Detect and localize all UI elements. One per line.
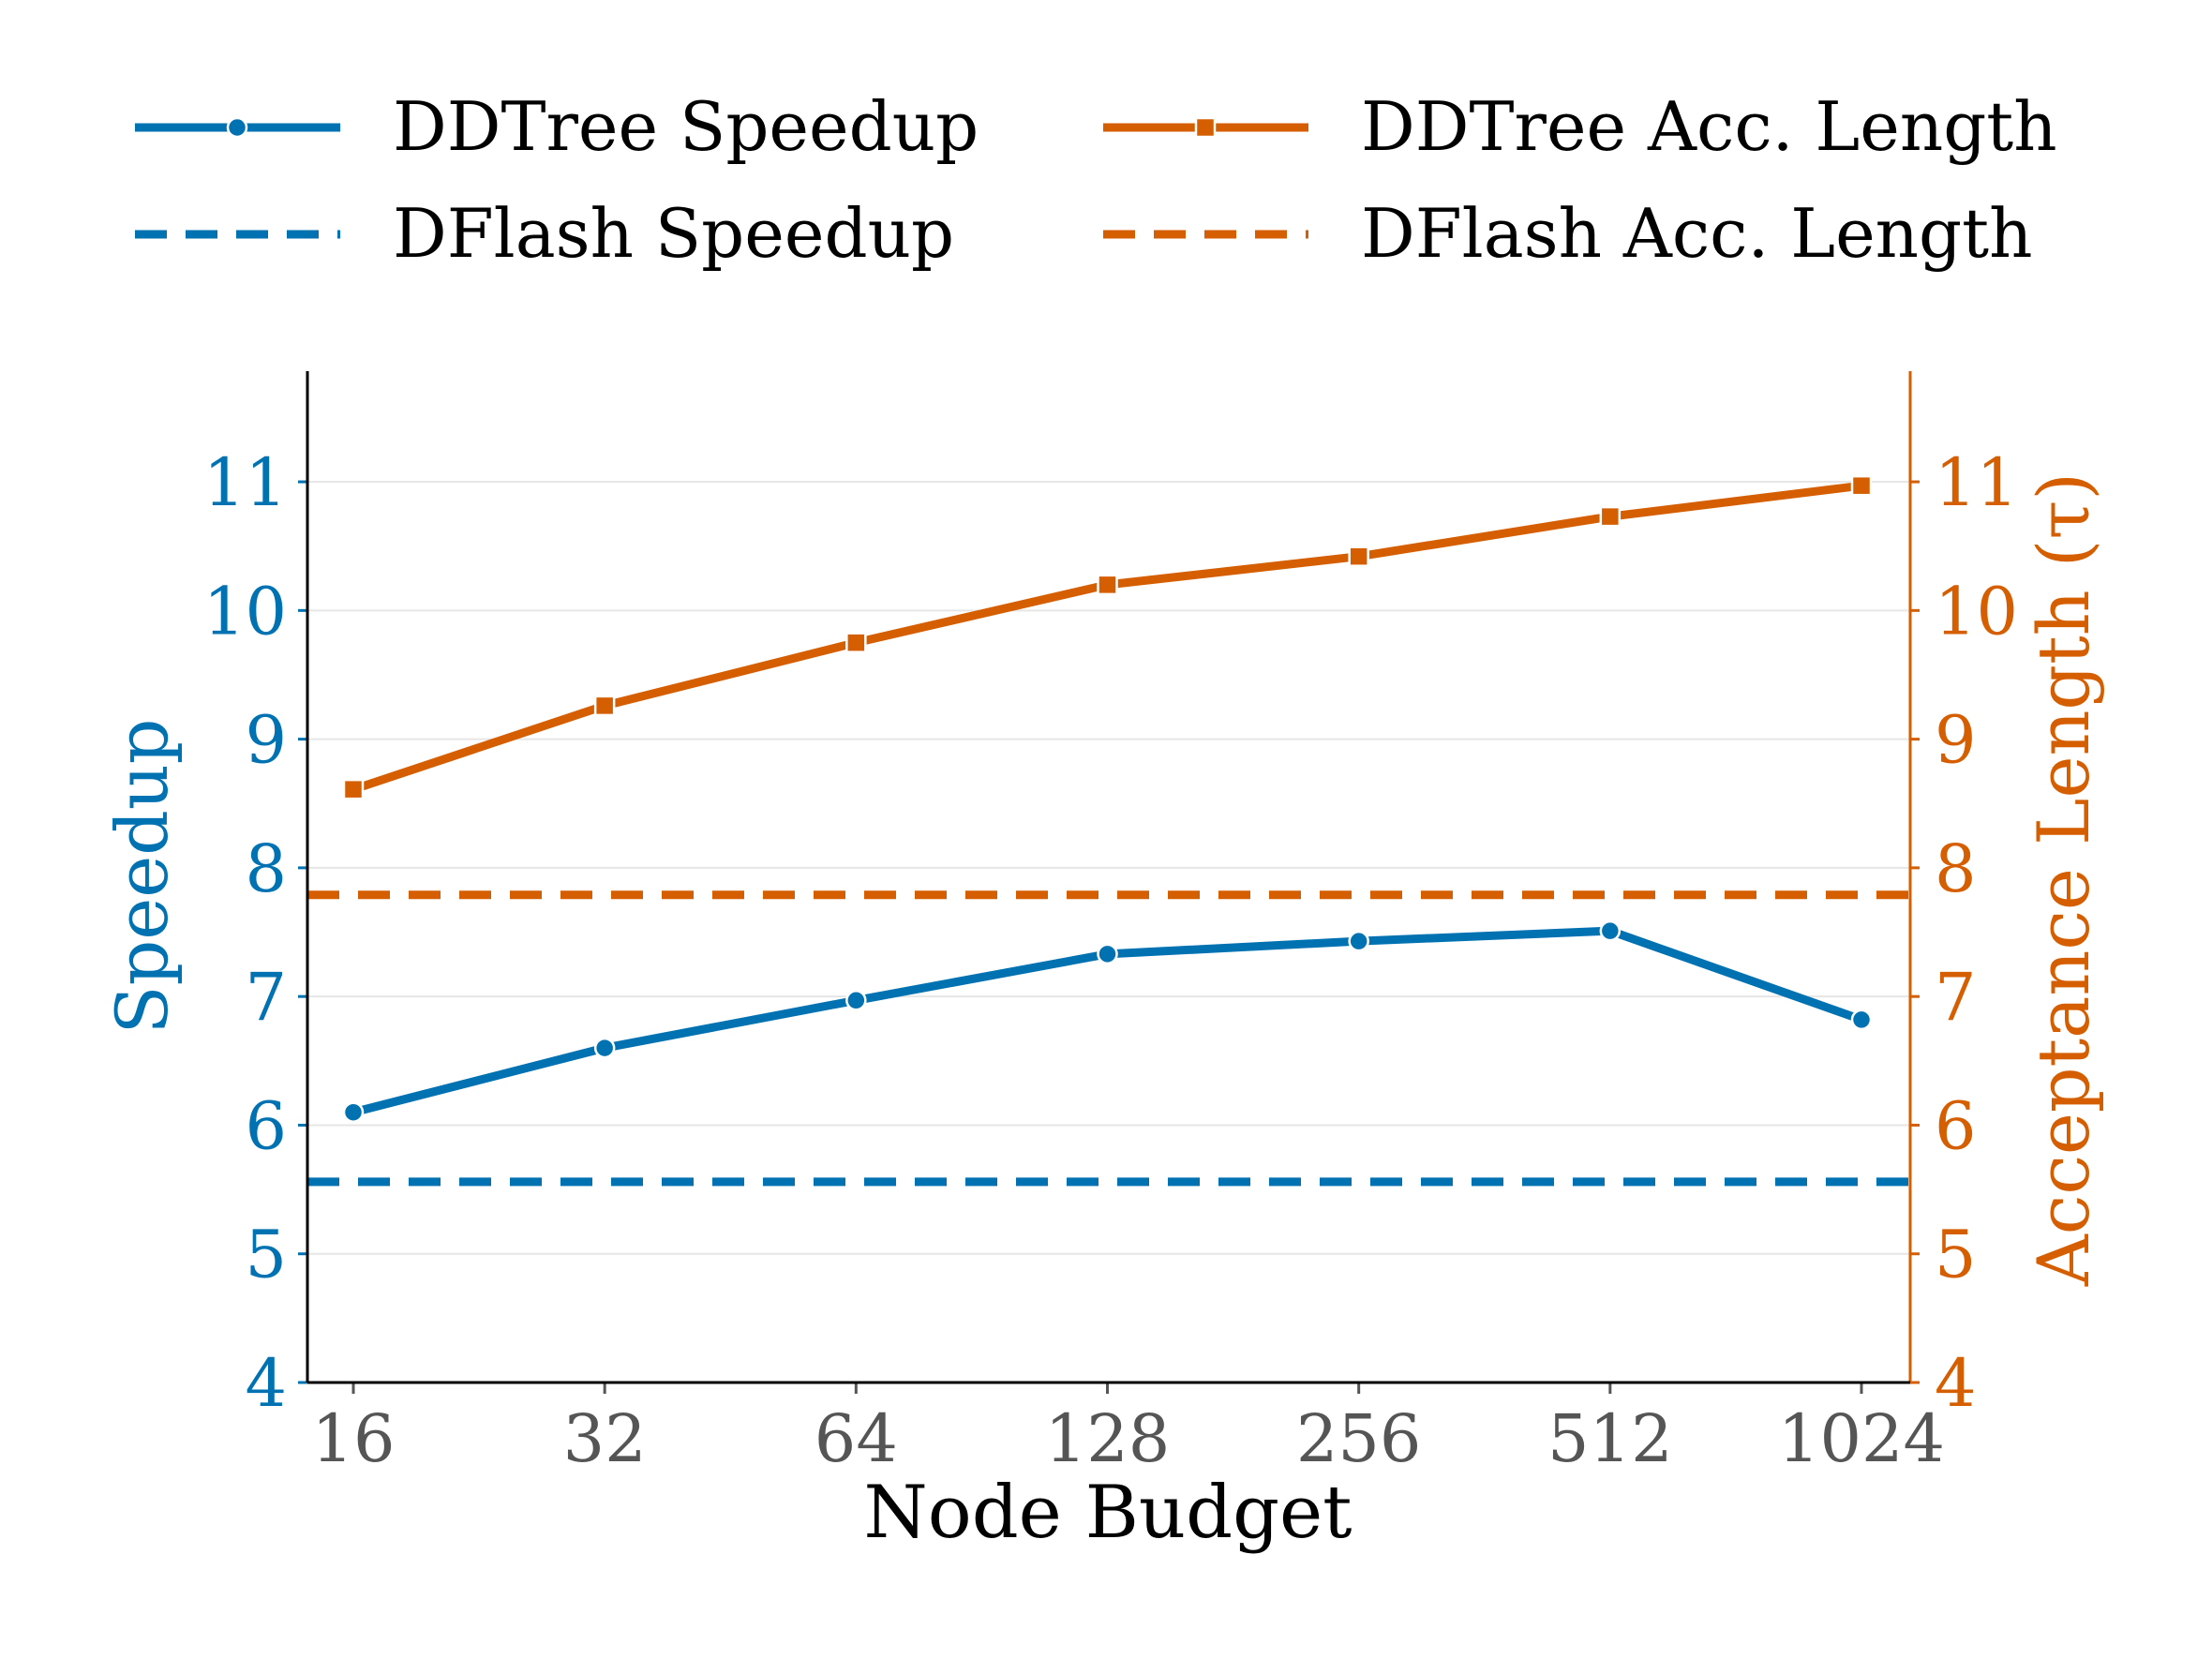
ddtree-acc-length-point (593, 695, 616, 717)
y-tick-label-left: 8 (245, 830, 287, 907)
y-tick-label-right: 6 (1935, 1087, 1977, 1164)
y-tick-label-right: 5 (1935, 1217, 1977, 1293)
legend-item-ddtree-speedup: DDTree Speedup (135, 87, 979, 166)
legend-marker-circle-icon (226, 116, 248, 139)
y-tick-label-right: 11 (1935, 444, 2018, 521)
ddtree-speedup-point (1850, 1009, 1873, 1031)
legend-label: DDTree Acc. Length (1361, 87, 2057, 166)
gridlines (307, 481, 1910, 1255)
legend-label: DFlash Acc. Length (1361, 194, 2032, 273)
ddtree-acc-length-point (1348, 546, 1369, 567)
legend-item-dflash-acc-length: DFlash Acc. Length (1103, 194, 2032, 273)
x-tick-label: 256 (1296, 1400, 1422, 1477)
y-tick-label-left: 7 (245, 959, 287, 1036)
series-layer (307, 474, 1910, 1187)
y-tick-label-left: 5 (245, 1217, 287, 1293)
y-tick-label-left: 10 (203, 573, 287, 650)
y-tick-label-left: 6 (245, 1087, 287, 1164)
y-tick-label-right: 9 (1935, 702, 1977, 779)
y-tick-label-right: 10 (1935, 573, 2018, 650)
y-axis-label-right: Acceptance Length (τ) (2022, 472, 2105, 1287)
x-tick-label: 128 (1045, 1400, 1171, 1477)
y-tick-label-right: 4 (1935, 1345, 1977, 1422)
y-tick-label-left: 11 (203, 444, 287, 521)
ddtree-acc-length-point (1097, 574, 1118, 596)
x-tick-label: 64 (815, 1400, 898, 1477)
ddtree-acc-length-point (1850, 474, 1873, 497)
y-tick-label-right: 7 (1935, 959, 1977, 1036)
ddtree-acc-length-point (845, 632, 867, 653)
legend-item-dflash-speedup: DFlash Speedup (135, 194, 954, 273)
legend: DDTree Speedup DDTree Acc. Length DFlash S… (135, 87, 2057, 273)
y-tick-label-right: 8 (1935, 830, 1977, 907)
legend-label: DDTree Speedup (393, 87, 979, 166)
legend-label: DFlash Speedup (393, 194, 954, 273)
ddtree-acc-length-line (351, 481, 1862, 794)
ddtree-speedup-point (1097, 943, 1118, 965)
y-tick-label-left: 9 (245, 702, 287, 779)
x-tick-label: 16 (311, 1400, 395, 1477)
legend-marker-square-icon (1194, 116, 1217, 139)
x-tick-label: 512 (1547, 1400, 1673, 1477)
ddtree-acc-length-point (1599, 505, 1622, 528)
ddtree-speedup-point (342, 1101, 365, 1123)
x-axis-label: Node Budget (863, 1471, 1352, 1555)
ddtree-acc-length-point (342, 778, 365, 800)
axes: 4 4 5 5 6 6 7 7 8 8 9 9 10 10 11 11 16 32 64 128 256 512 1024 (203, 371, 2018, 1477)
ddtree-speedup-point (593, 1037, 616, 1059)
y-axis-label-left: Speedup (100, 719, 184, 1035)
x-tick-label: 32 (563, 1400, 647, 1477)
ddtree-speedup-point (1599, 919, 1622, 942)
legend-item-ddtree-acc-length: DDTree Acc. Length (1103, 87, 2057, 166)
ddtree-speedup-point (845, 990, 867, 1011)
y-tick-label-left: 4 (245, 1345, 287, 1422)
x-tick-label: 1024 (1778, 1400, 1945, 1477)
ddtree-speedup-point (1348, 930, 1369, 952)
